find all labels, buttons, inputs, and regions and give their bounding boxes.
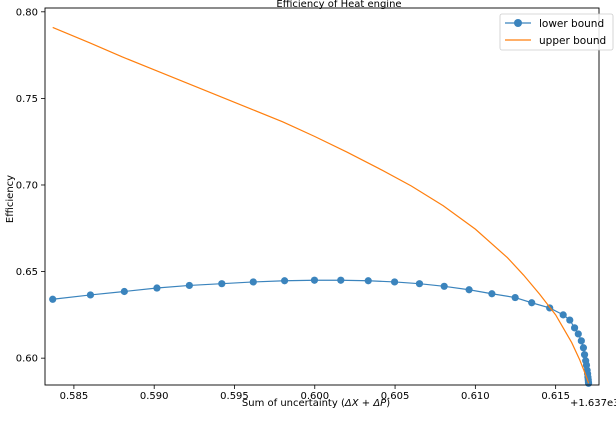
y-axis-ticks: 0.60 0.65 0.70 0.75 0.80 xyxy=(16,7,45,365)
x-tick-label: 0.585 xyxy=(60,391,89,402)
data-point-lower-bound xyxy=(579,344,588,352)
x-tick-label: 0.610 xyxy=(461,391,490,402)
data-point-lower-bound xyxy=(310,276,319,284)
x-tick-label: 0.615 xyxy=(541,391,570,402)
x-axis-ticks: 0.585 0.590 0.595 0.600 0.605 0.610 0.615 xyxy=(60,385,570,402)
legend-label-lower-bound: lower bound xyxy=(539,18,604,30)
data-point-lower-bound xyxy=(488,290,496,298)
y-tick-label: 0.80 xyxy=(16,7,38,18)
x-axis-offset-label: +1.637e3 xyxy=(570,398,616,409)
data-point-lower-bound xyxy=(559,311,567,319)
data-point-lower-bound xyxy=(574,330,582,338)
x-axis-label-dx: ΔX xyxy=(344,398,360,409)
data-point-lower-bound xyxy=(390,278,399,286)
data-point-lower-bound xyxy=(337,276,345,284)
y-axis-label: Efficiency xyxy=(5,175,16,223)
data-point-lower-bound xyxy=(364,277,372,285)
data-point-lower-bound xyxy=(249,278,257,286)
x-tick-label: 0.600 xyxy=(300,391,329,402)
x-axis-label-plus: + xyxy=(359,398,374,409)
chart-title: Efficiency of Heat engine xyxy=(276,0,401,10)
data-point-lower-bound xyxy=(440,282,448,290)
data-point-lower-bound xyxy=(153,284,161,292)
data-point-lower-bound xyxy=(415,280,424,288)
data-point-lower-bound xyxy=(120,287,128,296)
data-point-lower-bound xyxy=(577,337,585,345)
x-tick-label: 0.605 xyxy=(381,391,410,402)
data-point-lower-bound xyxy=(49,295,57,303)
x-axis-label-prefix: Sum of uncertainty ( xyxy=(242,398,345,409)
y-tick-label: 0.65 xyxy=(16,267,38,278)
legend: lower bound upper bound xyxy=(499,13,614,51)
data-point-lower-bound xyxy=(218,280,226,288)
data-point-lower-bound xyxy=(86,291,95,299)
data-point-lower-bound xyxy=(511,293,519,302)
data-point-lower-bound xyxy=(280,277,289,285)
series-line-upper-bound xyxy=(52,26,590,384)
x-axis-label-dp: ΔP xyxy=(372,398,387,409)
legend-label-upper-bound: upper bound xyxy=(539,35,606,47)
plot-area xyxy=(49,26,593,387)
data-point-lower-bound xyxy=(465,286,473,294)
y-tick-label: 0.70 xyxy=(16,180,38,191)
x-axis-label: Sum of uncertainty (ΔX + ΔP) xyxy=(242,398,390,409)
y-tick-label: 0.75 xyxy=(16,94,38,105)
data-point-lower-bound xyxy=(528,299,536,307)
data-point-lower-bound xyxy=(566,316,574,324)
data-point-lower-bound xyxy=(570,324,579,332)
y-tick-label: 0.60 xyxy=(16,354,38,365)
x-tick-label: 0.595 xyxy=(220,391,249,402)
x-tick-label: 0.590 xyxy=(140,391,169,402)
data-point-lower-bound xyxy=(185,281,193,290)
axes-frame xyxy=(44,7,600,386)
x-axis-label-suffix: ) xyxy=(386,398,390,409)
legend-marker-lower-bound xyxy=(514,19,522,27)
data-point-lower-bound xyxy=(580,351,589,359)
series-line-lower-bound xyxy=(52,279,590,384)
